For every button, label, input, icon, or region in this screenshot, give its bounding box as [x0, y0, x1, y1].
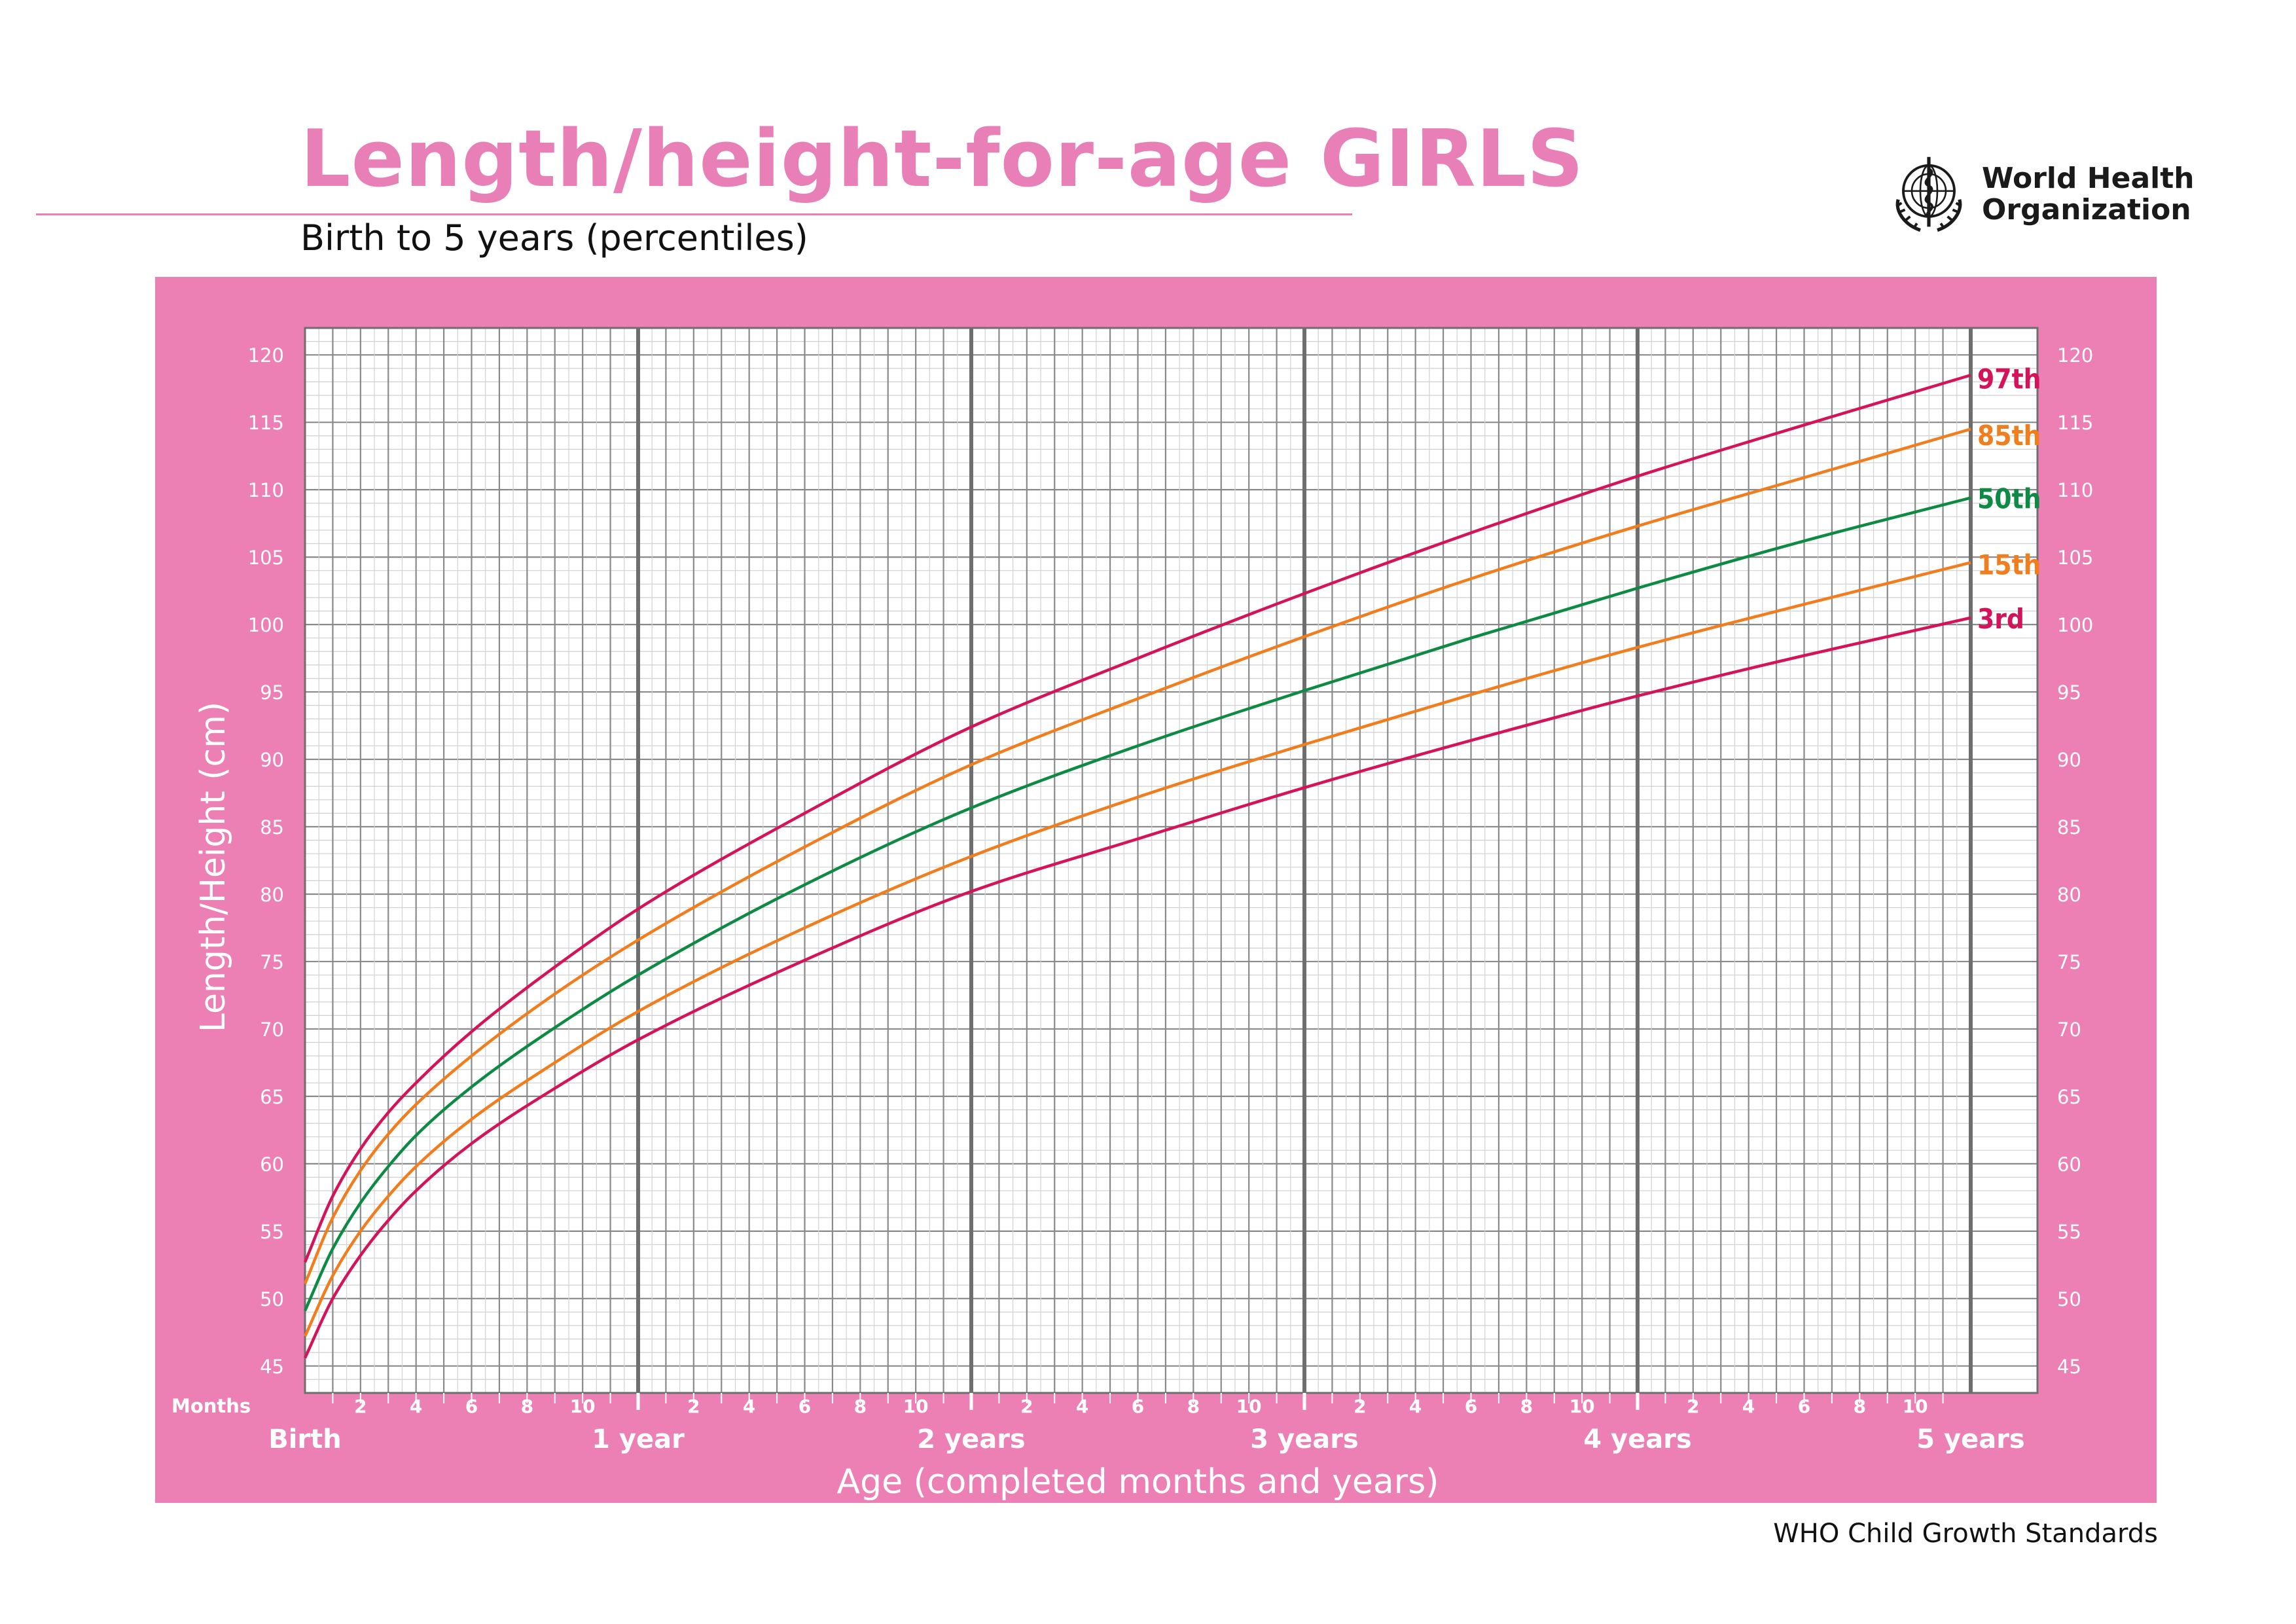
x-month-label: 4 — [1742, 1396, 1755, 1417]
x-month-label: 6 — [798, 1396, 811, 1417]
y-tick-label-left: 120 — [248, 344, 284, 367]
y-tick-label-left: 85 — [260, 816, 284, 839]
page-subtitle: Birth to 5 years (percentiles) — [300, 217, 808, 259]
y-tick-label-right: 75 — [2057, 951, 2081, 973]
y-tick-label-left: 105 — [248, 547, 284, 569]
x-month-label: 8 — [1854, 1396, 1866, 1417]
y-tick-label-right: 105 — [2057, 547, 2093, 569]
y-tick-label-left: 110 — [248, 479, 284, 501]
y-axis-title: Length/Height (cm) — [194, 702, 233, 1032]
who-name: World Health Organization — [1982, 163, 2195, 226]
page-title: Length/height-for-age GIRLS — [300, 114, 1585, 205]
who-name-line1: World Health — [1982, 162, 2195, 195]
x-month-label: 8 — [1520, 1396, 1533, 1417]
y-tick-label-right: 115 — [2057, 412, 2093, 434]
y-tick-label-left: 80 — [260, 884, 284, 906]
y-tick-label-left: 70 — [260, 1019, 284, 1041]
x-month-label: 10 — [903, 1396, 929, 1417]
months-label: Months — [171, 1395, 251, 1417]
y-tick-label-left: 50 — [260, 1288, 284, 1310]
percentile-85th-label: 85th — [1977, 420, 2041, 452]
x-month-label: 10 — [1903, 1396, 1928, 1417]
x-axis-title: Age (completed months and years) — [837, 1462, 1439, 1502]
percentile-3rd-label: 3rd — [1977, 603, 2024, 635]
x-month-label: 4 — [743, 1396, 755, 1417]
percentile-97th-line — [303, 373, 1971, 1263]
y-tick-label-right: 50 — [2057, 1288, 2081, 1310]
x-year-label: 4 years — [1583, 1424, 1692, 1454]
x-month-label: 8 — [854, 1396, 867, 1417]
y-tick-label-left: 95 — [260, 681, 284, 704]
footer-credit: WHO Child Growth Standards — [1773, 1519, 2158, 1549]
x-month-label: 2 — [1687, 1396, 1699, 1417]
x-year-label: 1 year — [592, 1424, 685, 1454]
x-month-label: 10 — [1236, 1396, 1262, 1417]
who-logo: World Health Organization — [1886, 152, 2195, 237]
y-tick-label-left: 60 — [260, 1153, 284, 1176]
who-emblem-icon — [1895, 156, 1962, 232]
y-tick-label-right: 60 — [2057, 1153, 2081, 1176]
x-year-label: 3 years — [1250, 1424, 1359, 1454]
percentile-97th-label: 97th — [1977, 363, 2041, 395]
percentile-85th-line — [303, 427, 1971, 1285]
x-month-label: 2 — [1020, 1396, 1033, 1417]
x-month-label: 4 — [1409, 1396, 1422, 1417]
plot-frame — [304, 327, 2039, 1394]
y-tick-label-left: 90 — [260, 749, 284, 771]
x-month-label: 6 — [1465, 1396, 1477, 1417]
x-year-label: 5 years — [1916, 1424, 2025, 1454]
y-tick-label-right: 85 — [2057, 816, 2081, 839]
y-tick-label-left: 100 — [248, 614, 284, 636]
percentile-15th-line — [303, 561, 1971, 1337]
y-tick-label-right: 120 — [2057, 344, 2093, 367]
x-month-label: 10 — [570, 1396, 596, 1417]
percentile-curves: 97th 85th 50th 15th 3rd — [303, 363, 2041, 1359]
y-tick-label-right: 80 — [2057, 884, 2081, 906]
y-tick-label-right: 110 — [2057, 479, 2093, 501]
y-tick-label-right: 90 — [2057, 749, 2081, 771]
y-tick-label-right: 65 — [2057, 1086, 2081, 1108]
x-month-label: 2 — [687, 1396, 700, 1417]
x-month-label: 2 — [1354, 1396, 1366, 1417]
x-month-label: 10 — [1570, 1396, 1595, 1417]
x-month-label: 2 — [354, 1396, 367, 1417]
x-month-label: 6 — [1132, 1396, 1144, 1417]
x-month-label: 4 — [1076, 1396, 1088, 1417]
x-month-label: 6 — [1798, 1396, 1810, 1417]
who-name-line2: Organization — [1982, 193, 2191, 226]
x-month-label: 8 — [1187, 1396, 1200, 1417]
y-tick-label-right: 45 — [2057, 1356, 2081, 1378]
y-tick-label-right: 100 — [2057, 614, 2093, 636]
y-tick-label-left: 45 — [260, 1356, 284, 1378]
title-underline — [36, 213, 1352, 215]
percentile-50th-line — [303, 496, 1971, 1312]
grid — [304, 327, 2039, 1410]
y-tick-label-right: 95 — [2057, 681, 2081, 704]
y-tick-label-left: 55 — [260, 1221, 284, 1243]
x-year-label: Birth — [268, 1424, 342, 1454]
percentile-15th-label: 15th — [1977, 549, 2041, 581]
y-tick-label-left: 115 — [248, 412, 284, 434]
percentile-50th-label: 50th — [1977, 483, 2041, 515]
axis-labels: 45 45 50 50 55 55 60 60 65 65 70 70 75 75 80 80 85 85 90 90… — [171, 344, 2093, 1502]
x-month-label: 8 — [521, 1396, 533, 1417]
x-year-label: 2 years — [917, 1424, 1026, 1454]
y-tick-label-right: 70 — [2057, 1019, 2081, 1041]
x-month-label: 4 — [410, 1396, 422, 1417]
plot-area — [305, 328, 2037, 1393]
y-tick-label-left: 65 — [260, 1086, 284, 1108]
x-month-label: 6 — [465, 1396, 478, 1417]
percentile-3rd-line — [303, 616, 1971, 1359]
y-tick-label-left: 75 — [260, 951, 284, 973]
y-tick-label-right: 55 — [2057, 1221, 2081, 1243]
